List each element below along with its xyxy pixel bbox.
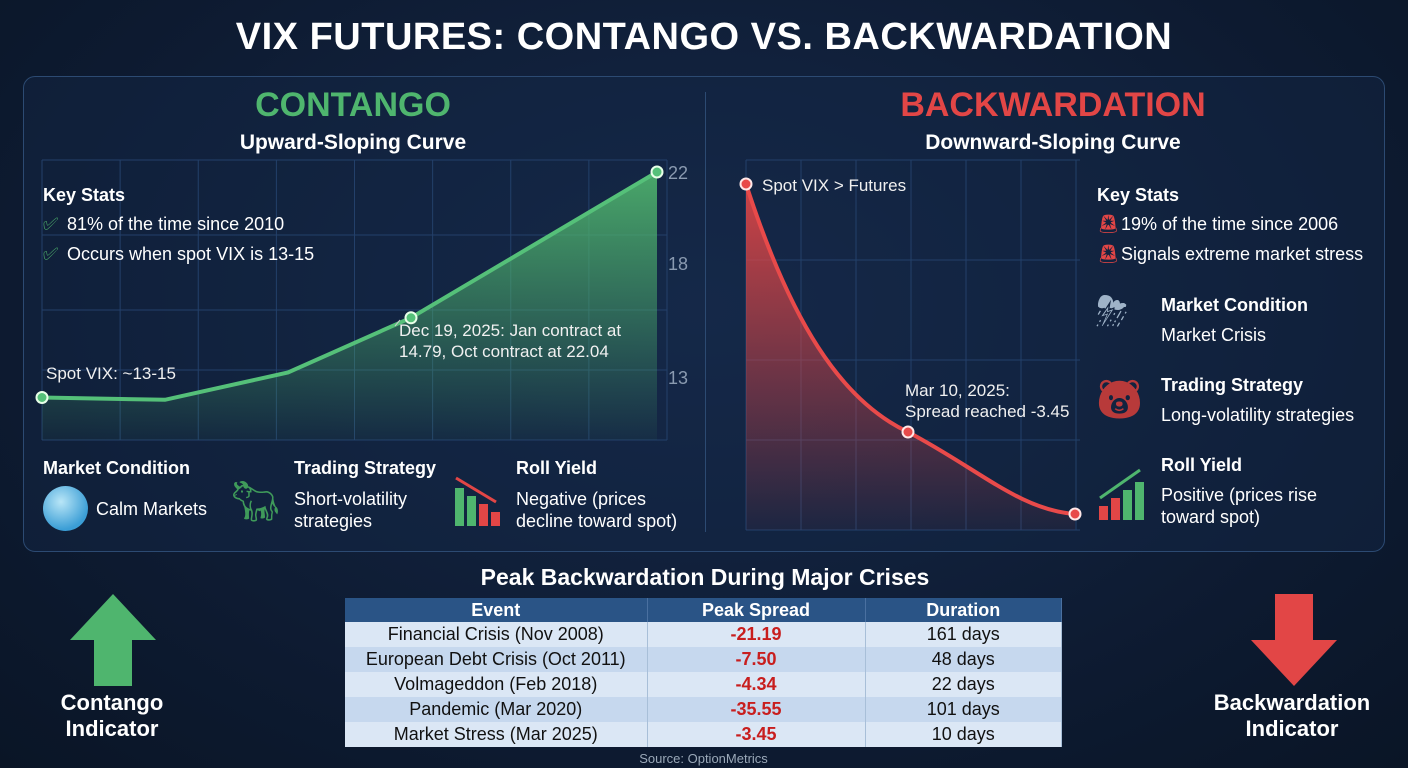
contango-area	[42, 172, 657, 440]
contango-stat: ✅︎ 81% of the time since 2010	[43, 214, 285, 234]
backwardation-area	[746, 184, 1075, 530]
duration-cell: 10 days	[865, 722, 1062, 747]
divider	[705, 92, 706, 532]
contango-subheading: Upward-Sloping Curve	[239, 131, 467, 154]
duration-cell: 48 days	[865, 647, 1062, 672]
crises-table: Event Peak Spread Duration Financial Crisi…	[345, 598, 1062, 747]
source-note: Source: OptionMetrics	[639, 751, 768, 766]
comparison-panel	[23, 76, 1385, 552]
peak-spread-cell: -3.45	[647, 722, 866, 747]
siren-icon: 🚨︎	[1097, 214, 1120, 234]
water-waves-icon	[43, 486, 88, 531]
check-circle-icon: ✅︎	[43, 244, 59, 264]
y-tick-label: 13	[668, 368, 688, 388]
table-row: Pandemic (Mar 2020) -35.55 101 days	[345, 697, 1062, 722]
table-row: Volmageddon (Feb 2018) -4.34 22 days	[345, 672, 1062, 697]
backwardation-heading: BACKWARDATION	[900, 86, 1206, 124]
backwardation-annotation: Mar 10, 2025: Spread reached -3.45	[905, 381, 1070, 421]
column-header: Duration	[865, 598, 1062, 622]
backwardation-key-stats-title: Key Stats	[1097, 185, 1180, 205]
event-cell: Financial Crisis (Nov 2008)	[345, 622, 648, 647]
data-point	[1068, 507, 1082, 521]
peak-spread-cell: -7.50	[647, 647, 866, 672]
column-header: Peak Spread	[647, 598, 866, 622]
backwardation-chart	[739, 159, 1082, 531]
check-circle-icon: ✅︎	[43, 214, 59, 234]
backwardation-stat: 🚨︎Signals extreme market stress	[1097, 244, 1364, 264]
storm-icon: ⛈︎	[1096, 290, 1128, 334]
table-row: Market Stress (Mar 2025) -3.45 10 days	[345, 722, 1062, 747]
spot-vix-futures-label: Spot VIX > Futures	[762, 176, 907, 195]
peak-spread-cell: -35.55	[647, 697, 866, 722]
backwardation-curve	[744, 183, 1076, 516]
column-header: Event	[345, 598, 648, 622]
data-point	[650, 165, 664, 179]
market-condition-value: Market Crisis	[1161, 325, 1267, 345]
arrow-up-icon	[70, 594, 156, 686]
bull-icon: 🐂︎	[230, 480, 281, 524]
arrow-down-icon	[1251, 594, 1337, 686]
trading-strategy-value: Short-volatility strategies	[294, 489, 408, 531]
peak-spread-cell: -21.19	[647, 622, 866, 647]
page-title: VIX FUTURES: CONTANGO VS. BACKWARDATION	[235, 16, 1173, 58]
roll-yield-value: Positive (prices rise toward spot)	[1161, 485, 1318, 527]
peak-spread-cell: -4.34	[647, 672, 866, 697]
event-cell: European Debt Crisis (Oct 2011)	[345, 647, 648, 672]
duration-cell: 22 days	[865, 672, 1062, 697]
market-condition-title: Market Condition	[43, 458, 190, 478]
backwardation-subheading: Downward-Sloping Curve	[925, 131, 1181, 154]
roll-yield-title: Roll Yield	[1161, 455, 1243, 475]
contango-chart: 13 18 22	[35, 159, 688, 441]
trading-strategy-value: Long-volatility strategies	[1161, 405, 1355, 425]
bear-icon: 🐻︎	[1094, 378, 1145, 422]
siren-icon: 🚨︎	[1097, 244, 1120, 264]
table-title: Peak Backwardation During Major Crises	[480, 564, 930, 590]
trading-strategy-title: Trading Strategy	[1161, 375, 1304, 395]
data-point	[901, 425, 915, 439]
contango-annotation: Dec 19, 2025: Jan contract at 14.79, Oct …	[399, 321, 622, 361]
contango-curve	[41, 170, 659, 402]
backwardation-indicator-label: Backwardation Indicator	[1213, 690, 1371, 741]
annotation-leader	[394, 319, 401, 327]
event-cell: Volmageddon (Feb 2018)	[345, 672, 648, 697]
contango-heading: CONTANGO	[255, 86, 451, 124]
data-point	[739, 177, 753, 191]
data-point	[404, 311, 418, 325]
table-row: European Debt Crisis (Oct 2011) -7.50 48 d…	[345, 647, 1062, 672]
event-cell: Pandemic (Mar 2020)	[345, 697, 648, 722]
trading-strategy-title: Trading Strategy	[294, 458, 437, 478]
duration-cell: 161 days	[865, 622, 1062, 647]
y-tick-label: 22	[668, 163, 688, 183]
spot-vix-label: Spot VIX: ~13-15	[46, 364, 176, 383]
data-point	[35, 391, 49, 404]
contango-indicator-label: Contango Indicator	[60, 690, 164, 741]
duration-cell: 101 days	[865, 697, 1062, 722]
contango-stat: ✅︎ Occurs when spot VIX is 13-15	[43, 244, 315, 264]
y-tick-label: 18	[668, 254, 688, 274]
roll-yield-title: Roll Yield	[516, 458, 598, 478]
market-condition-title: Market Condition	[1161, 295, 1308, 315]
event-cell: Market Stress (Mar 2025)	[345, 722, 648, 747]
rising-bars-icon	[1099, 468, 1144, 520]
roll-yield-value: Negative (prices decline toward spot)	[516, 489, 678, 531]
market-condition-value: Calm Markets	[96, 499, 208, 519]
backwardation-stat: 🚨︎19% of the time since 2006	[1097, 214, 1339, 234]
contango-key-stats-title: Key Stats	[43, 185, 126, 205]
table-row: Financial Crisis (Nov 2008) -21.19 161 day…	[345, 622, 1062, 647]
declining-bars-icon	[455, 476, 500, 526]
